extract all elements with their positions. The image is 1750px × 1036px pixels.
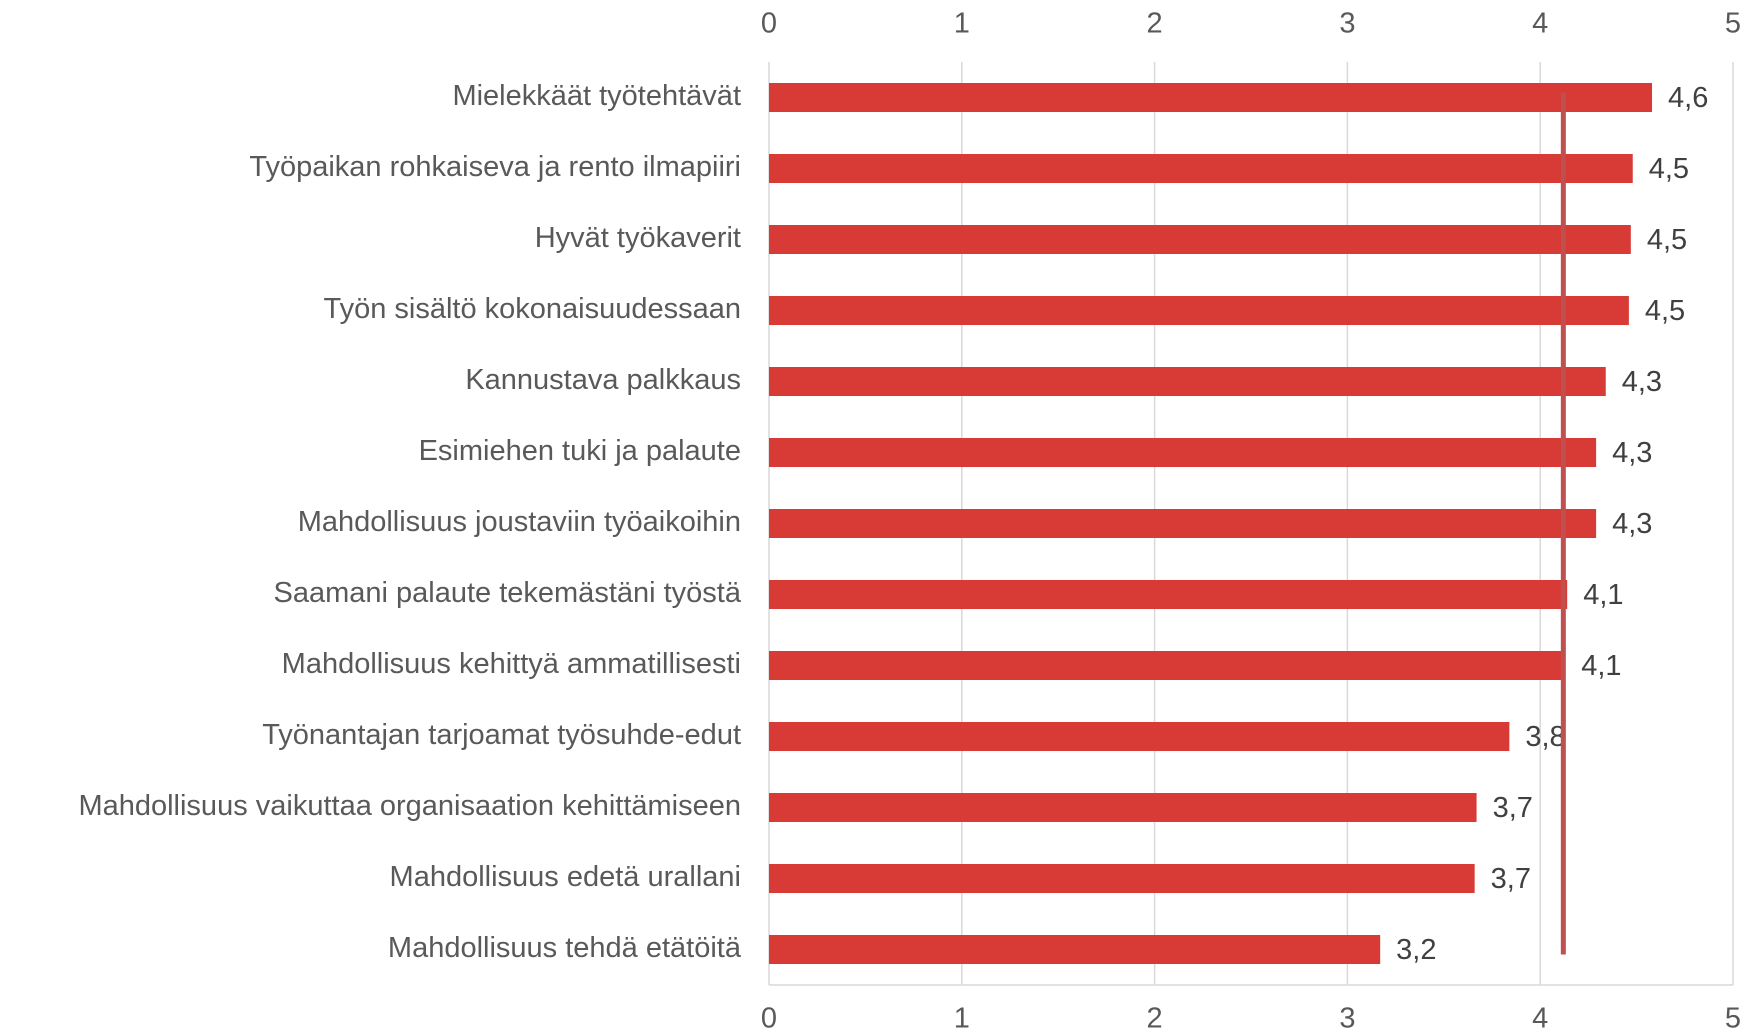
bar: [769, 296, 1629, 325]
value-label: 4,5: [1649, 153, 1689, 185]
bar: [769, 83, 1653, 112]
y-tick-label: Mahdollisuus joustaviin työaikoihin: [298, 506, 741, 538]
x-tick-label: 3: [1339, 1003, 1355, 1035]
value-label: 4,5: [1645, 295, 1685, 327]
y-tick-label: Mielekkäät työtehtävät: [452, 80, 741, 112]
value-label: 4,6: [1668, 82, 1708, 114]
x-tick-label-top: 5: [1725, 8, 1741, 40]
bar: [769, 154, 1633, 183]
y-tick-label: Mahdollisuus edetä urallani: [390, 861, 741, 893]
value-label: 4,1: [1581, 650, 1621, 682]
bar: [769, 651, 1566, 680]
value-label: 4,3: [1622, 366, 1662, 398]
value-label: 4,3: [1612, 437, 1652, 469]
x-tick-label: 0: [761, 1003, 777, 1035]
x-tick-label-top: 1: [954, 8, 970, 40]
x-tick-label-top: 2: [1147, 8, 1163, 40]
value-label: 4,1: [1583, 579, 1623, 611]
y-tick-label: Työn sisältö kokonaisuudessaan: [323, 293, 741, 325]
bar: [769, 225, 1631, 254]
y-tick-label: Saamani palaute tekemästäni työstä: [274, 577, 742, 609]
y-tick-label: Mahdollisuus vaikuttaa organisaation keh…: [78, 790, 741, 822]
bar: [769, 509, 1597, 538]
value-label: 3,8: [1525, 721, 1565, 753]
bar: [769, 580, 1568, 609]
x-tick-label-top: 4: [1532, 8, 1548, 40]
x-tick-label: 4: [1532, 1003, 1548, 1035]
bar: [769, 722, 1510, 751]
x-tick-label-top: 0: [761, 8, 777, 40]
y-tick-label: Hyvät työkaverit: [535, 222, 741, 254]
value-label: 3,2: [1396, 934, 1436, 966]
x-tick-label: 2: [1147, 1003, 1163, 1035]
value-label: 3,7: [1493, 792, 1533, 824]
bar: [769, 935, 1381, 964]
value-label: 4,3: [1612, 508, 1652, 540]
bar: [769, 438, 1597, 467]
y-tick-label: Mahdollisuus tehdä etätöitä: [388, 932, 742, 964]
bar: [769, 864, 1475, 893]
x-tick-label-top: 3: [1339, 8, 1355, 40]
y-tick-label: Mahdollisuus kehittyä ammatillisesti: [282, 648, 741, 680]
y-tick-label: Esimiehen tuki ja palaute: [419, 435, 741, 467]
value-label: 3,7: [1491, 863, 1531, 895]
x-tick-label: 1: [954, 1003, 970, 1035]
bar: [769, 793, 1477, 822]
x-tick-label: 5: [1725, 1003, 1741, 1035]
y-tick-label: Työnantajan tarjoamat työsuhde-edut: [262, 719, 741, 751]
value-label: 4,5: [1647, 224, 1687, 256]
y-tick-label: Kannustava palkkaus: [465, 364, 741, 396]
bar: [769, 367, 1606, 396]
y-tick-label: Työpaikan rohkaiseva ja rento ilmapiiri: [249, 151, 741, 183]
